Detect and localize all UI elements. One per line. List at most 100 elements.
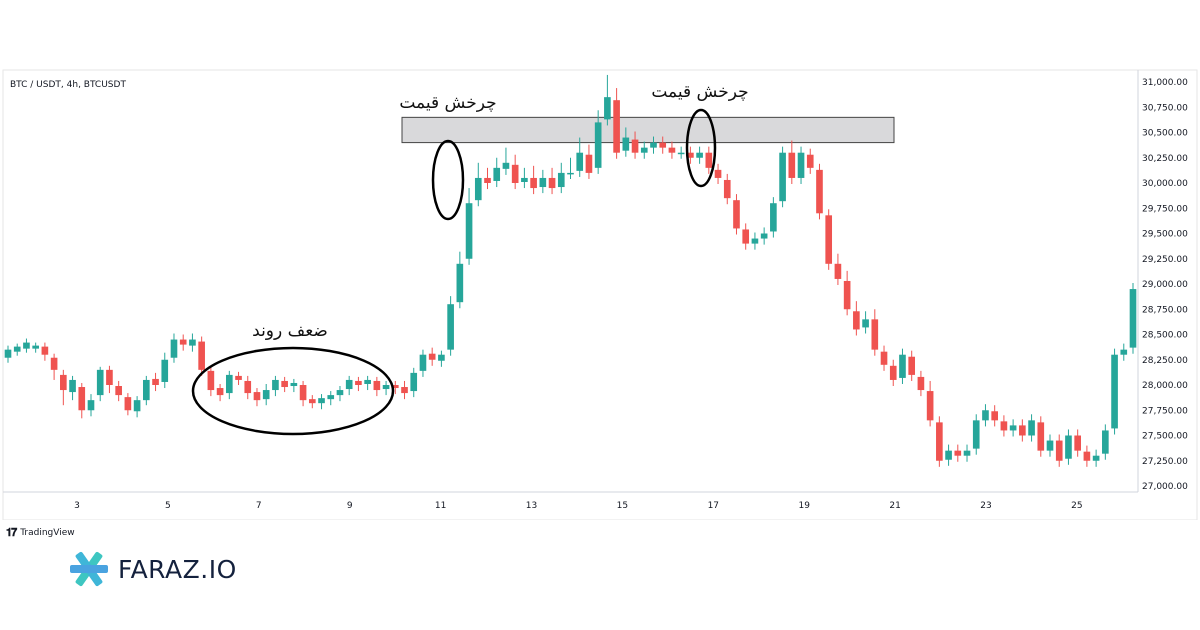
candle-body [1129,289,1137,348]
candle-body [917,376,925,391]
candlestick-chart[interactable]: BTC / USDT, 4h, BTCUSDT 27,000.00 27,250.… [0,0,1200,520]
candle [677,146,685,159]
chart-frame: BTC / USDT, 4h, BTCUSDT 27,000.00 27,250.… [0,0,1200,520]
candle-body [1055,440,1063,461]
candle-body [751,238,759,244]
candle [797,146,805,185]
candle-body [1037,422,1045,451]
candle-body [299,385,307,401]
candle [484,167,491,190]
candle-body [696,152,703,158]
y-tick-label: 29,250.00 [1142,255,1188,265]
candle-body [871,319,879,350]
candle [539,169,547,194]
candle [853,301,860,336]
candle-body [401,387,408,394]
candle-body [465,203,473,259]
candle [299,380,307,407]
candle [622,127,630,157]
candle-body [96,369,104,396]
x-tick-label: 23 [980,501,991,511]
candle [908,350,916,381]
candle-body [797,152,805,178]
candle-body [1120,349,1128,355]
candle-body [152,378,159,385]
candle [1111,348,1118,435]
candle-body [880,351,888,365]
candle-body [60,374,67,391]
candle [133,396,141,418]
candle [419,349,427,377]
candle-body [272,379,279,391]
candle [816,163,823,220]
candle-body [327,395,335,400]
x-tick-label: 17 [708,501,719,511]
candle-body [308,399,316,404]
resistance-zone [401,116,895,144]
x-tick-label: 21 [889,501,900,511]
candle [668,141,676,159]
candle-body [631,139,639,153]
candle [143,375,150,406]
candle [13,343,21,356]
candle-body [32,345,39,349]
candle [60,369,67,406]
candle [161,352,169,389]
y-tick-label: 27,000.00 [1142,482,1188,492]
candle-body [493,167,501,181]
candle [1129,282,1137,354]
candle [1120,343,1128,361]
candle [926,380,934,427]
candle [189,333,196,352]
y-tick-label: 27,750.00 [1142,406,1188,416]
candle [170,333,178,363]
candle-body [594,122,602,168]
tradingview-logo[interactable]: 𝟏𝟕 TradingView [6,526,75,540]
candle [576,137,584,177]
candle-body [1065,435,1072,459]
candle-body [23,342,30,349]
candle-body [78,387,86,411]
candles [4,74,1137,467]
candle-body [364,379,371,384]
candle-body [373,380,381,391]
candle-body [954,450,962,456]
candle [290,378,298,393]
candle [198,336,205,376]
candle-body [50,357,58,370]
candle-body [1083,451,1091,461]
candle [834,253,842,286]
candle-body [143,379,150,401]
candle-body [991,411,998,421]
candle-body [936,422,943,461]
y-tick-label: 30,750.00 [1142,103,1188,113]
candle [723,173,731,205]
candle-body [410,372,418,392]
candle-body [567,172,574,175]
candle-body [419,354,427,371]
candle-body [225,374,233,394]
candle [272,375,279,397]
y-tick-label: 28,750.00 [1142,305,1188,315]
candle-body [502,162,510,169]
candle-body [474,177,482,201]
candle [511,154,519,190]
y-tick-label: 28,500.00 [1142,331,1188,341]
candle [917,370,925,397]
candle [345,375,353,396]
candle [659,136,667,154]
annotation-weakness: ضعف روند [252,321,328,341]
candle-body [428,353,436,360]
candle [889,359,897,387]
x-axis-ticks: 3 5 7 9 11 13 15 17 19 21 23 25 [74,501,1082,511]
annotation-rotation-right: چرخش قیمت [651,82,748,102]
candle [788,140,796,185]
candle [604,74,611,126]
candle [557,162,565,194]
candle [954,444,962,462]
candle [106,365,113,394]
candle [96,366,104,402]
candle [355,376,362,392]
candle-body [262,390,270,400]
candle [41,342,49,361]
